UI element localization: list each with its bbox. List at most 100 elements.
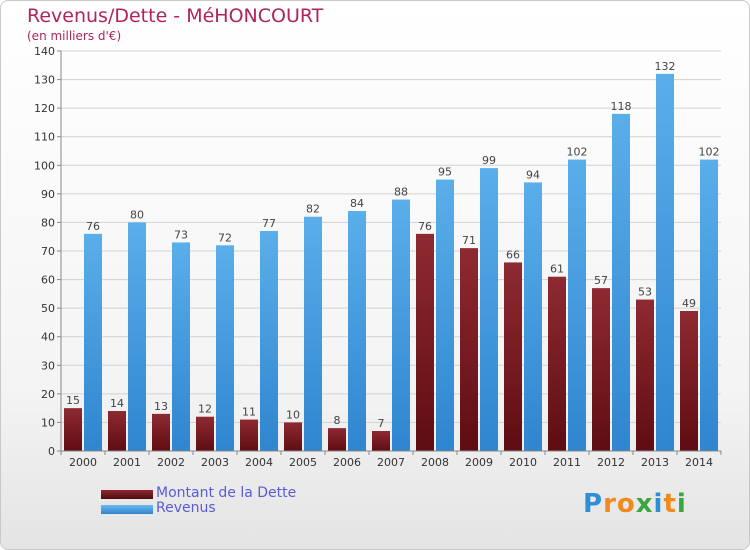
y-tick-label: 90 — [41, 188, 55, 201]
revenue-bar — [392, 199, 410, 451]
y-tick-label: 110 — [34, 131, 55, 144]
y-tick-label: 0 — [48, 445, 55, 458]
revenue-bar — [568, 159, 586, 452]
revenue-value-label: 99 — [482, 154, 496, 167]
y-tick-label: 140 — [34, 45, 55, 58]
logo-letter: r — [603, 489, 617, 519]
revenue-value-label: 102 — [699, 146, 720, 159]
x-tick-label: 2003 — [201, 456, 229, 469]
y-tick-label: 100 — [34, 159, 55, 172]
debt-value-label: 71 — [462, 234, 476, 247]
debt-bar — [372, 431, 390, 451]
revenue-bar — [612, 113, 630, 451]
revenue-bar — [304, 216, 322, 451]
revenue-value-label: 73 — [174, 228, 188, 241]
legend-label-debt: Montant de la Dette — [156, 485, 297, 501]
y-tick-label: 130 — [34, 74, 55, 87]
debt-value-label: 14 — [110, 397, 124, 410]
y-tick-label: 70 — [41, 245, 55, 258]
debt-bar — [416, 233, 434, 451]
chart-title: Revenus/Dette - MéHONCOURT — [27, 5, 324, 27]
gridlines — [61, 50, 721, 452]
debt-value-label: 13 — [154, 400, 168, 413]
debt-bar — [64, 408, 82, 451]
debt-bar — [592, 288, 610, 451]
legend-label-revenue: Revenus — [156, 500, 216, 516]
logo-letter: i — [653, 489, 664, 519]
debt-bar — [196, 416, 214, 451]
revenue-value-label: 118 — [611, 100, 632, 113]
debt-bar — [460, 248, 478, 451]
chart-subtitle: (en milliers d'€) — [27, 29, 122, 43]
debt-value-label: 49 — [682, 297, 696, 310]
revenue-bar — [436, 179, 454, 452]
debt-bar — [504, 262, 522, 451]
proxiti-logo: Proxiti — [583, 489, 687, 519]
logo-letter: x — [635, 489, 654, 519]
revenue-bar — [480, 168, 498, 451]
logo-letter: o — [616, 489, 636, 519]
legend-swatch-debt — [101, 490, 153, 499]
debt-value-label: 66 — [506, 248, 520, 261]
revenue-value-label: 80 — [130, 208, 144, 221]
debt-bar — [328, 428, 346, 451]
debt-bar — [680, 311, 698, 451]
debt-value-label: 8 — [334, 414, 341, 427]
revenue-value-label: 94 — [526, 168, 540, 181]
logo-letter: i — [676, 489, 687, 519]
revenue-bar — [348, 211, 366, 451]
x-tick-label: 2002 — [157, 456, 185, 469]
debt-value-label: 15 — [66, 394, 80, 407]
revenue-bar — [128, 222, 146, 451]
y-tick-label: 20 — [41, 388, 55, 401]
debt-value-label: 53 — [638, 286, 652, 299]
x-tick-label: 2004 — [245, 456, 273, 469]
y-tick-label: 120 — [34, 102, 55, 115]
y-tick-label: 10 — [41, 416, 55, 429]
y-tick-label: 50 — [41, 302, 55, 315]
x-tick-label: 2006 — [333, 456, 361, 469]
revenue-value-label: 76 — [86, 220, 100, 233]
revenue-value-label: 82 — [306, 203, 320, 216]
revenue-bar — [216, 245, 234, 451]
debt-value-label: 61 — [550, 263, 564, 276]
revenue-bar — [84, 233, 102, 451]
x-tick-label: 2013 — [641, 456, 669, 469]
logo-letter: P — [583, 489, 604, 519]
debt-bar — [636, 299, 654, 451]
debt-bar — [108, 411, 126, 451]
debt-bar — [284, 422, 302, 451]
debt-value-label: 10 — [286, 408, 300, 421]
revenue-value-label: 102 — [567, 146, 588, 159]
y-tick-label: 40 — [41, 331, 55, 344]
x-tick-label: 2009 — [465, 456, 493, 469]
legend-swatch-revenue — [101, 505, 153, 514]
revenue-value-label: 77 — [262, 217, 276, 230]
debt-bar — [240, 419, 258, 451]
x-tick-label: 2010 — [509, 456, 537, 469]
data-labels: 15 76 14 80 13 73 12 72 11 77 10 82 8 84 7 88 76 95 71 99 66… — [66, 60, 720, 430]
revenue-value-label: 132 — [655, 60, 676, 73]
revenue-value-label: 95 — [438, 166, 452, 179]
y-tick-label: 30 — [41, 359, 55, 372]
debt-value-label: 7 — [378, 417, 385, 430]
y-tick-label: 80 — [41, 216, 55, 229]
x-tick-label: 2007 — [377, 456, 405, 469]
debt-value-label: 76 — [418, 220, 432, 233]
x-tick-label: 2011 — [553, 456, 581, 469]
x-tick-label: 2005 — [289, 456, 317, 469]
revenue-bar — [656, 73, 674, 451]
axes: 0 10 20 30 40 50 60 70 80 90 100 110 120 130 140 2000 20… — [34, 45, 722, 469]
debt-value-label: 12 — [198, 403, 212, 416]
revenue-value-label: 84 — [350, 197, 364, 210]
bars — [64, 73, 718, 452]
revenue-value-label: 72 — [218, 231, 232, 244]
logo-letter: t — [663, 489, 677, 519]
x-tick-label: 2008 — [421, 456, 449, 469]
x-tick-label: 2000 — [69, 456, 97, 469]
y-tick-label: 60 — [41, 274, 55, 287]
x-tick-label: 2014 — [685, 456, 713, 469]
x-tick-label: 2001 — [113, 456, 141, 469]
